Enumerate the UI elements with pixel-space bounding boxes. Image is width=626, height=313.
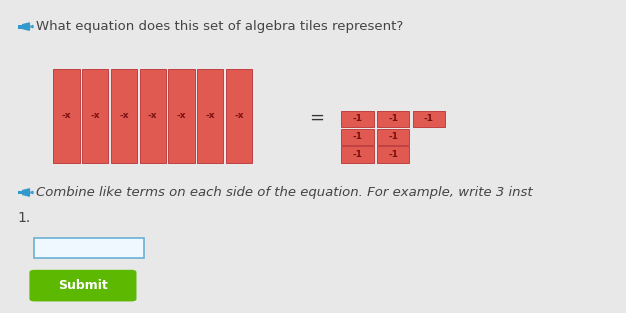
Text: Combine like terms on each side of the equation. For example, write 3 inst: Combine like terms on each side of the e… xyxy=(36,186,533,199)
Polygon shape xyxy=(23,189,29,196)
Text: -1: -1 xyxy=(352,115,362,123)
FancyBboxPatch shape xyxy=(82,69,108,163)
Text: -x: -x xyxy=(61,111,71,120)
Polygon shape xyxy=(23,23,29,30)
FancyBboxPatch shape xyxy=(341,146,374,163)
FancyBboxPatch shape xyxy=(29,270,136,301)
FancyBboxPatch shape xyxy=(226,69,252,163)
FancyBboxPatch shape xyxy=(341,111,374,127)
Text: -1: -1 xyxy=(352,132,362,141)
Text: -x: -x xyxy=(205,111,215,120)
Text: -x: -x xyxy=(234,111,244,120)
Text: -1: -1 xyxy=(388,150,398,159)
FancyBboxPatch shape xyxy=(140,69,166,163)
FancyBboxPatch shape xyxy=(34,238,144,258)
FancyBboxPatch shape xyxy=(413,111,445,127)
FancyBboxPatch shape xyxy=(377,111,409,127)
Text: =: = xyxy=(309,108,324,126)
Text: Submit: Submit xyxy=(58,279,108,292)
FancyBboxPatch shape xyxy=(377,129,409,145)
Text: What equation does this set of algebra tiles represent?: What equation does this set of algebra t… xyxy=(36,20,404,33)
Text: -1: -1 xyxy=(388,115,398,123)
Text: -x: -x xyxy=(148,111,158,120)
Text: -1: -1 xyxy=(352,150,362,159)
Text: -1: -1 xyxy=(424,115,434,123)
FancyBboxPatch shape xyxy=(18,25,23,28)
FancyBboxPatch shape xyxy=(111,69,137,163)
Text: -x: -x xyxy=(177,111,187,120)
Text: -x: -x xyxy=(119,111,129,120)
FancyBboxPatch shape xyxy=(168,69,195,163)
FancyBboxPatch shape xyxy=(377,146,409,163)
FancyBboxPatch shape xyxy=(18,191,23,194)
FancyBboxPatch shape xyxy=(341,129,374,145)
FancyBboxPatch shape xyxy=(53,69,80,163)
Text: 1.: 1. xyxy=(18,211,31,224)
FancyBboxPatch shape xyxy=(197,69,223,163)
Text: -x: -x xyxy=(90,111,100,120)
Text: -1: -1 xyxy=(388,132,398,141)
